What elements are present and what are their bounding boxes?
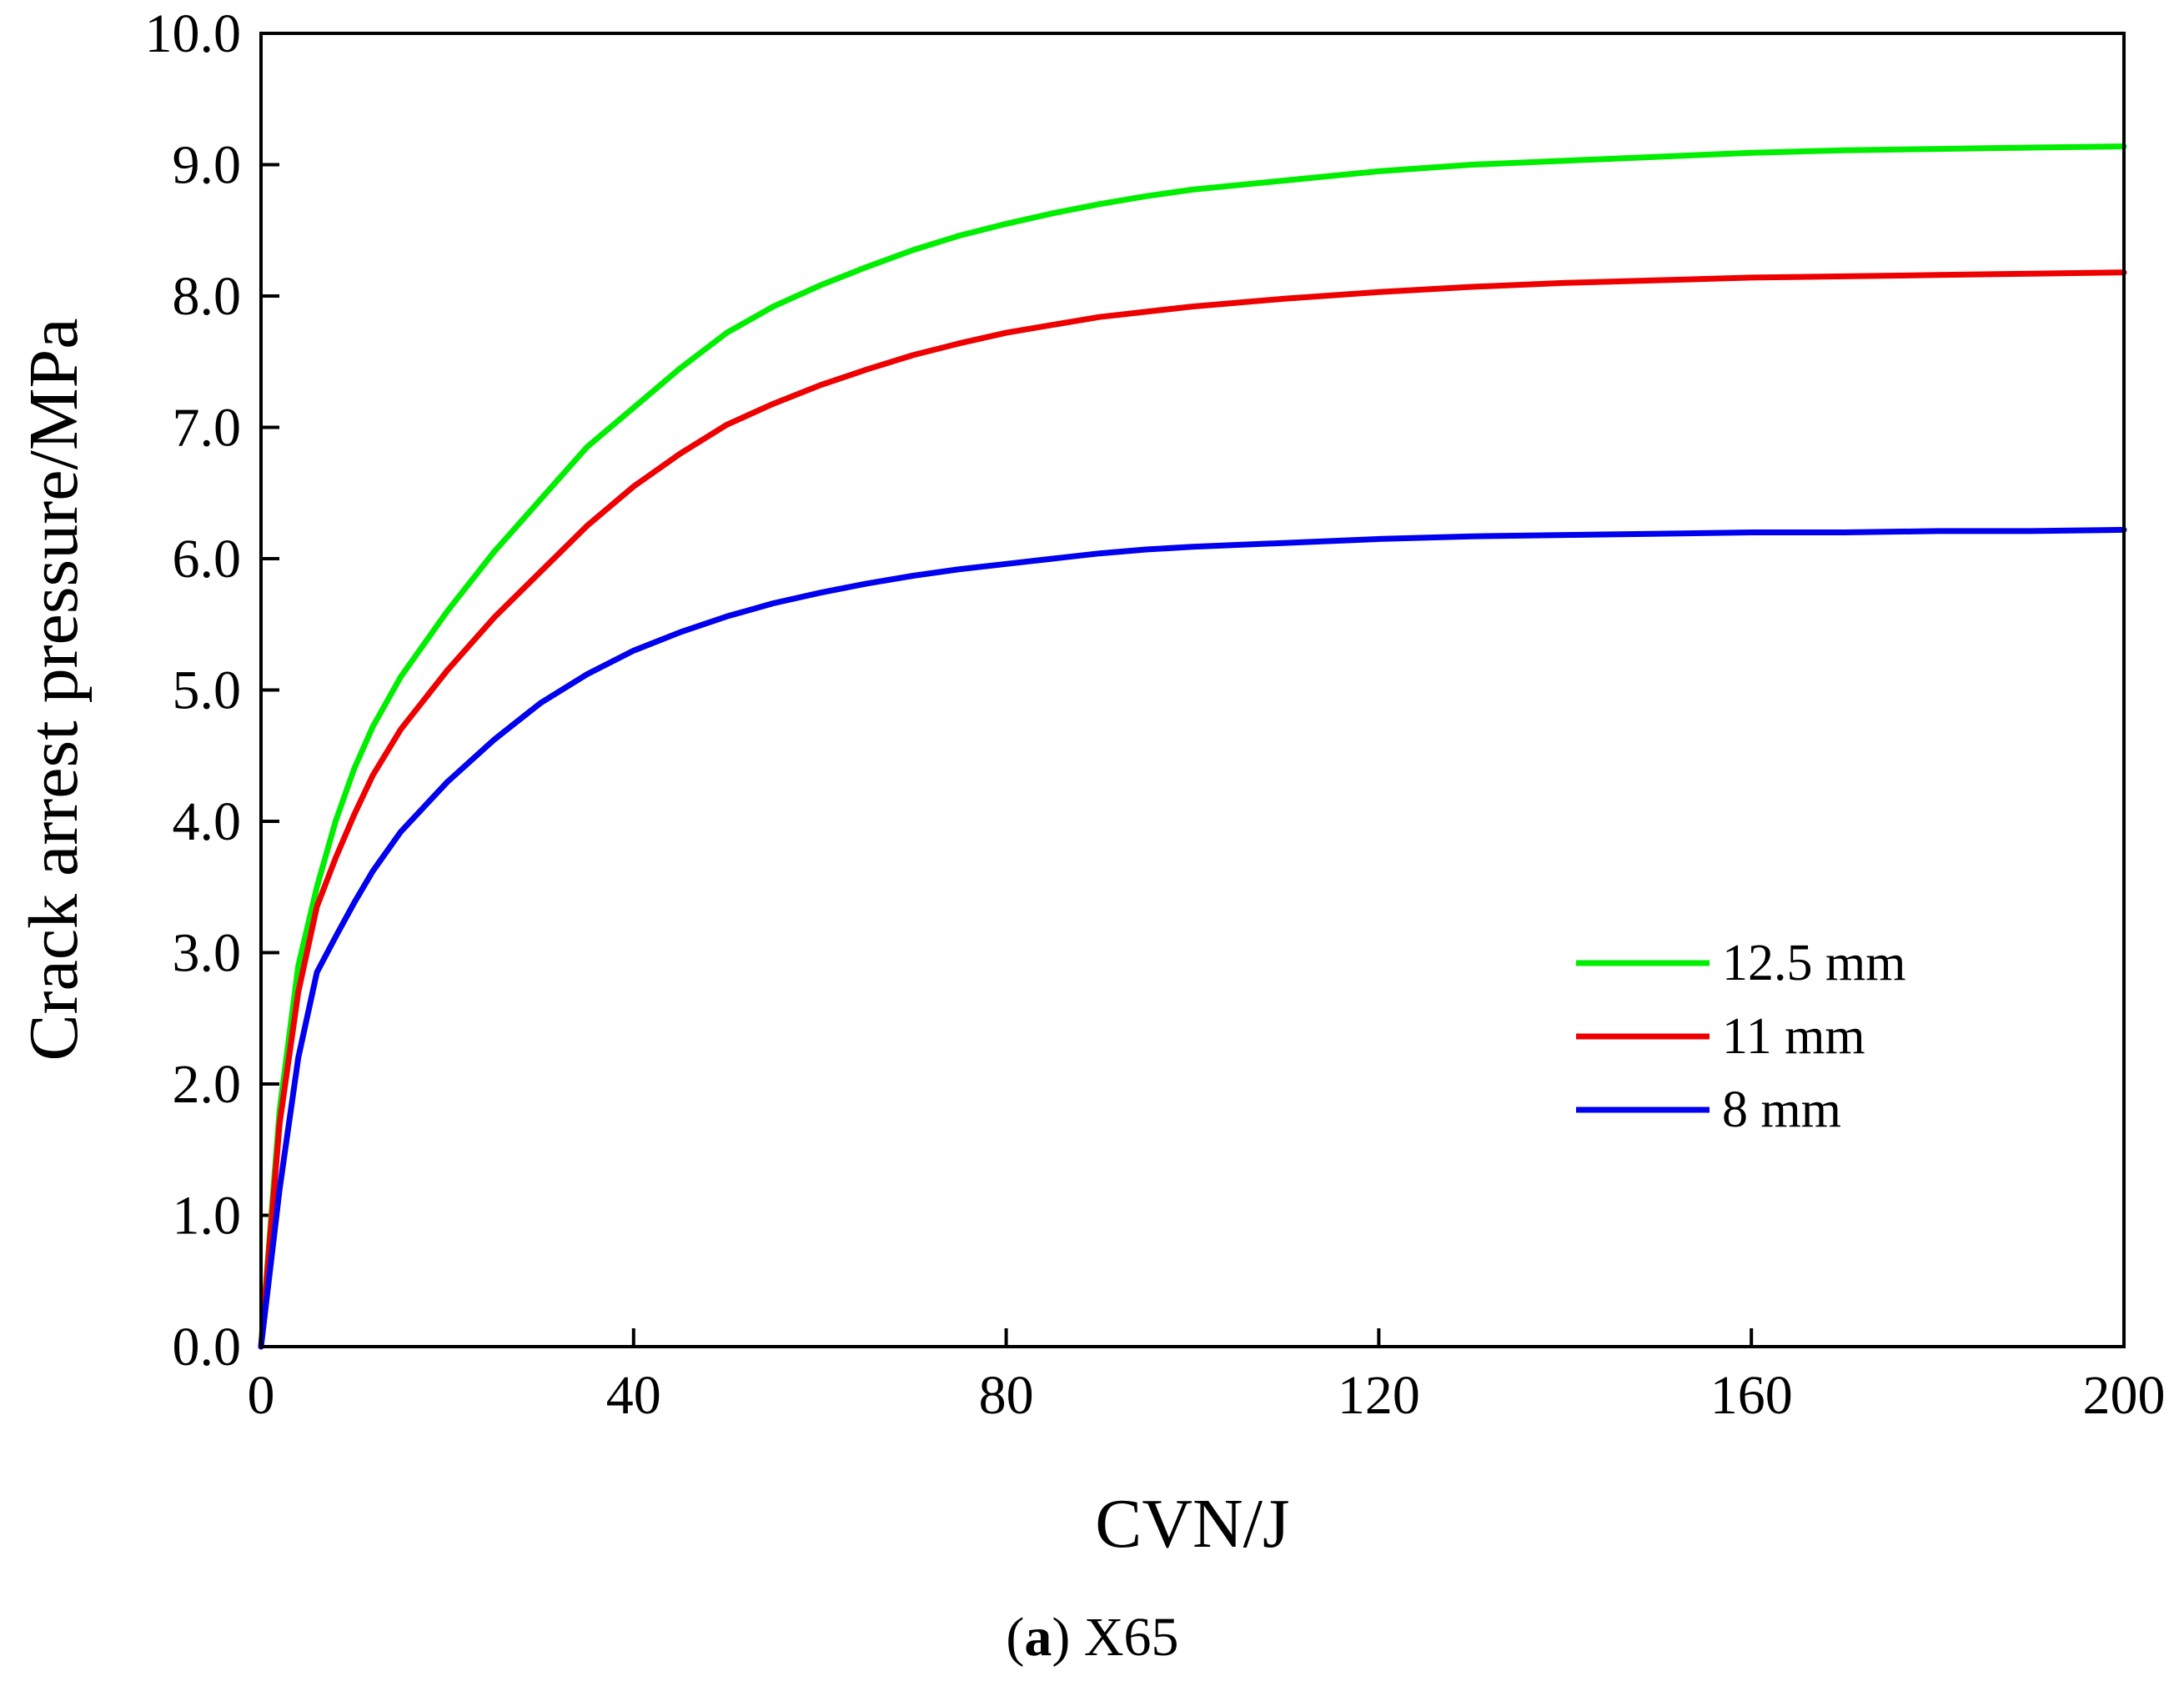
y-axis-title: Crack arrest pressure/MPa (15, 318, 93, 1061)
y-tick-label: 9.0 (173, 135, 242, 196)
legend-label-8-mm: 8 mm (1722, 1081, 1841, 1138)
x-tick-label: 40 (606, 1365, 661, 1426)
figure-caption: (a) X65 (1006, 1607, 1178, 1668)
x-tick-label: 160 (1710, 1365, 1793, 1426)
plot-frame (259, 32, 2126, 1348)
series-line-11-mm (258, 269, 2127, 1350)
y-axis-ticks: 0.0 1.0 2.0 3.0 4.0 5.0 6.0 7.0 8.0 9.0 10.0 (145, 3, 279, 1377)
y-tick-label: 10.0 (145, 3, 242, 64)
x-axis-ticks: 0 40 80 120 160 200 (248, 1328, 2166, 1426)
series-line-8-mm (258, 526, 2127, 1350)
y-tick-label: 4.0 (173, 791, 242, 852)
y-tick-label: 0.0 (173, 1317, 242, 1377)
x-tick-label: 120 (1338, 1365, 1420, 1426)
caption-prefix: a (1024, 1607, 1052, 1668)
y-tick-label: 6.0 (173, 529, 242, 590)
caption-text: X65 (1084, 1607, 1179, 1668)
x-tick-label: 80 (979, 1365, 1034, 1426)
y-tick-label: 5.0 (173, 660, 242, 721)
legend: 12.5 mm 11 mm 8 mm (1576, 935, 1905, 1138)
x-axis-title: CVN/J (1095, 1485, 1289, 1563)
series-line-12-5-mm (258, 143, 2127, 1350)
y-tick-label: 2.0 (173, 1054, 242, 1115)
x-tick-label: 0 (248, 1365, 275, 1426)
y-tick-label: 1.0 (173, 1186, 242, 1247)
series-layer (258, 143, 2127, 1350)
y-tick-label: 8.0 (173, 266, 242, 327)
legend-label-12-5-mm: 12.5 mm (1722, 935, 1905, 991)
caption-close-paren: ) (1052, 1607, 1083, 1668)
x-tick-label: 200 (2083, 1365, 2166, 1426)
y-tick-label: 7.0 (173, 398, 242, 459)
y-tick-label: 3.0 (173, 923, 242, 984)
caption-open-paren: ( (1006, 1607, 1024, 1668)
legend-label-11-mm: 11 mm (1722, 1008, 1865, 1065)
